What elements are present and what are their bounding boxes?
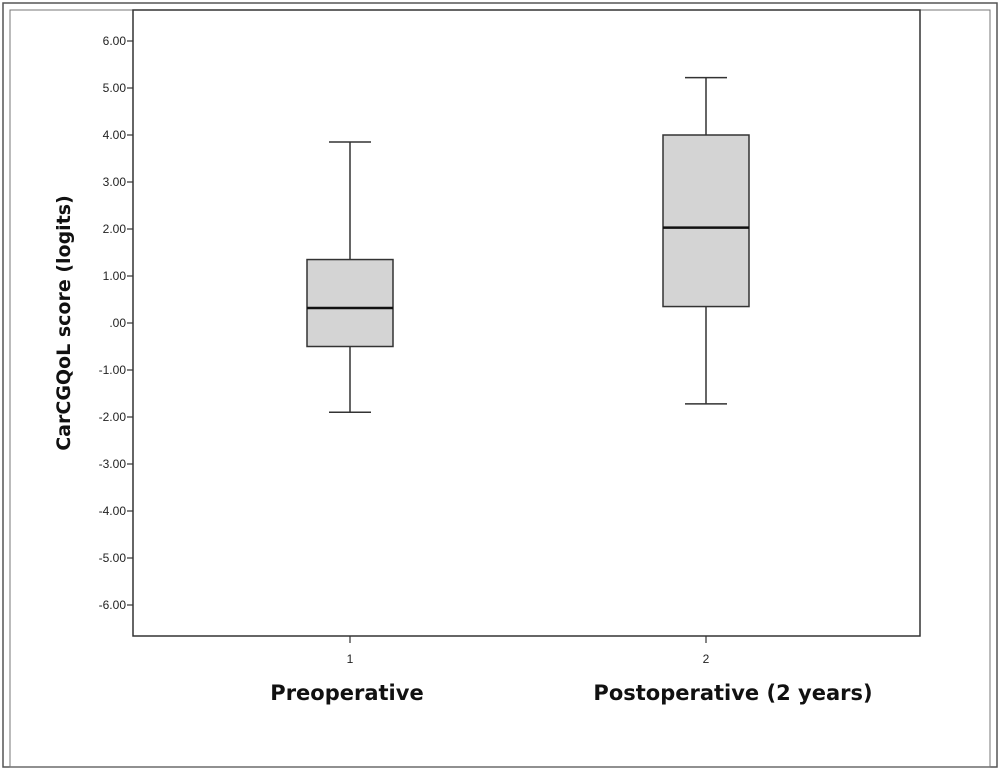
group-label: Postoperative (2 years): [593, 681, 872, 705]
box-group: [662, 76, 750, 405]
iqr-box: [306, 258, 394, 348]
y-axis-title: CarCGQoL score (logits): [53, 195, 75, 451]
y-tick-label: -1.00: [99, 363, 127, 377]
x-tick-label: 2: [703, 652, 710, 666]
box-group: [306, 141, 394, 414]
group-label: Preoperative: [270, 681, 423, 705]
y-tick-label: -6.00: [99, 598, 127, 612]
x-axis: 1 Preoperative 2 Postoperative (2 years): [270, 636, 873, 705]
y-tick-label: -3.00: [99, 457, 127, 471]
y-tick-label: 4.00: [103, 128, 127, 142]
y-axis: 6.00 5.00 4.00 3.00 2.00 1.00 .00 -1.00 -2.00 -3.…: [99, 34, 133, 612]
y-tick-label: 5.00: [103, 81, 127, 95]
boxes: [306, 76, 750, 414]
y-tick-label: 2.00: [103, 222, 127, 236]
y-tick-label: 3.00: [103, 175, 127, 189]
y-tick-label: -2.00: [99, 410, 127, 424]
y-tick-label: -5.00: [99, 551, 127, 565]
x-tick-label: 1: [347, 652, 354, 666]
plot-area: [132, 9, 921, 637]
y-tick-label: .00: [109, 316, 126, 330]
y-tick-label: 6.00: [103, 34, 127, 48]
y-tick-label: -4.00: [99, 504, 127, 518]
y-tick-label: 1.00: [103, 269, 127, 283]
iqr-box: [662, 134, 750, 308]
